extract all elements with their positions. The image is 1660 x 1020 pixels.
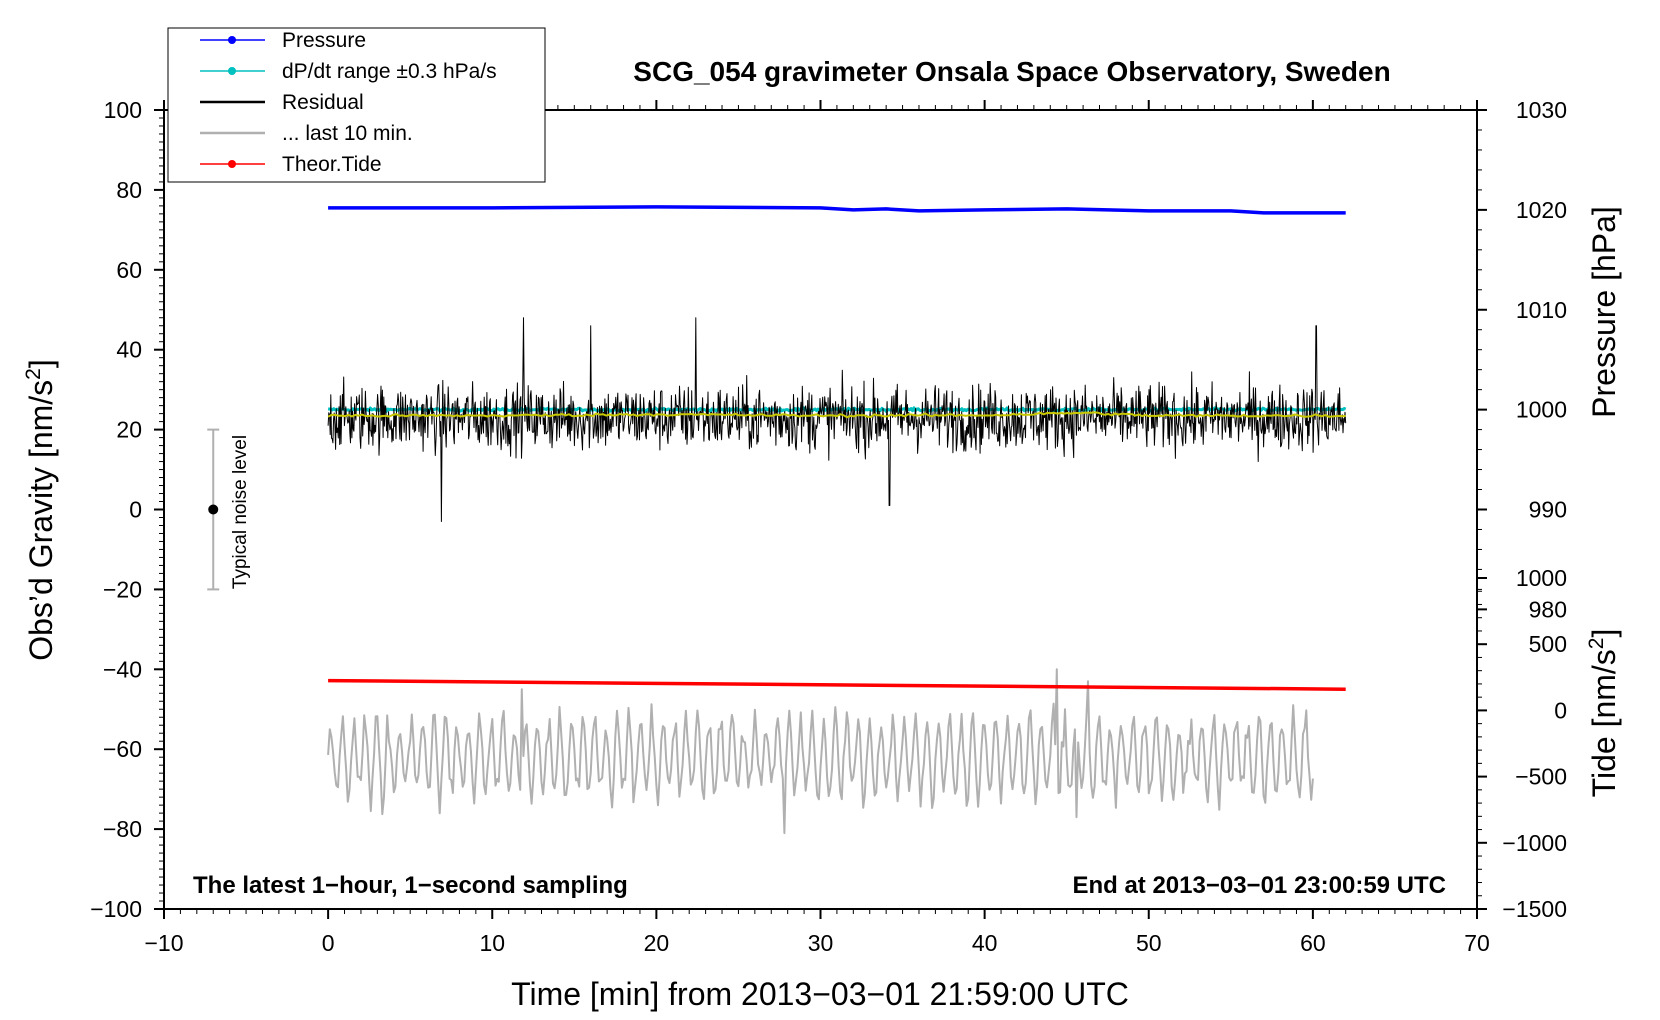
y-tide-tick-label: −1500	[1502, 896, 1567, 922]
x-tick-label: 0	[322, 930, 335, 956]
series-layer	[327, 205, 1347, 835]
x-tick-label: 40	[972, 930, 998, 956]
tide-title-base: Tide [nm/s	[1586, 649, 1622, 797]
y-left-title-superscript: 2	[22, 368, 45, 380]
y-tide-tick-label: −500	[1515, 764, 1567, 790]
legend-marker	[228, 36, 236, 44]
y-left-title-base: Obs’d Gravity [nm/s	[23, 380, 59, 661]
legend-label: dP/dt range ±0.3 hPa/s	[282, 60, 497, 83]
x-tick-label: −10	[144, 930, 183, 956]
y-left-tick-label: 80	[116, 177, 142, 203]
x-axis-title: Time [min] from 2013−03−01 21:59:00 UTC	[511, 976, 1129, 1012]
y-pressure-tick-label: 1000	[1516, 397, 1567, 423]
y-pressure-tick-label: 980	[1529, 596, 1567, 622]
x-axis: −10 0 10 20 30 40 50 60 70	[144, 100, 1490, 956]
noise-bar-center-dot	[208, 504, 219, 515]
legend-label: Theor.Tide	[282, 153, 382, 176]
x-tick-label: 70	[1464, 930, 1490, 956]
y-left-tick-label: 0	[129, 497, 142, 523]
y-pressure-tick-label: 1010	[1516, 297, 1567, 323]
y-left-tick-label: 100	[104, 97, 142, 123]
y-pressure-tick-label: 1030	[1516, 97, 1567, 123]
y-left-tick-label: −20	[103, 576, 142, 602]
chart-title: SCG_054 gravimeter Onsala Space Observat…	[633, 56, 1390, 87]
y-axis-tide: 1000 500 0 −500 −1000 −1500	[1477, 565, 1567, 922]
y-tide-tick-label: 0	[1554, 697, 1567, 723]
residual-smoothed-line	[327, 411, 1346, 419]
pressure-line	[328, 205, 1346, 215]
y-left-tick-label: −80	[103, 816, 142, 842]
noise-level-bar	[207, 428, 220, 591]
y-axis-pressure-title: Pressure [hPa]	[1586, 206, 1622, 418]
x-tick-label: 60	[1300, 930, 1326, 956]
y-tide-tick-label: 500	[1529, 631, 1567, 657]
y-tide-tick-label: −1000	[1502, 830, 1567, 856]
end-time-note: End at 2013−03−01 23:00:59 UTC	[1072, 872, 1446, 899]
legend-label: Pressure	[282, 29, 366, 52]
y-left-tick-label: −100	[90, 896, 142, 922]
legend-label: Residual	[282, 91, 364, 114]
tide-title-superscript: 2	[1585, 638, 1608, 650]
y-left-tick-label: 20	[116, 417, 142, 443]
tide-title-bracket: ]	[1586, 629, 1622, 638]
x-tick-label: 20	[644, 930, 670, 956]
y-pressure-tick-label: 990	[1529, 497, 1567, 523]
x-tick-label: 10	[479, 930, 505, 956]
last-10-min-line	[327, 668, 1314, 835]
y-axis-pressure: 1030 1020 1010 1000 990 980	[1477, 97, 1567, 622]
dpdt-line	[327, 406, 1347, 413]
residual-line	[327, 317, 1347, 522]
noise-level-label: Typical noise level	[230, 435, 251, 589]
theoretical-tide-line	[328, 678, 1346, 691]
legend-box	[167, 27, 546, 183]
legend: Pressure dP/dt range ±0.3 hPa/s Residual..…	[167, 27, 546, 183]
y-left-title-bracket: ]	[23, 359, 59, 368]
sampling-note: The latest 1−hour, 1−second sampling	[193, 872, 628, 899]
legend-marker	[228, 160, 236, 168]
legend-marker	[228, 67, 236, 75]
x-tick-label: 50	[1136, 930, 1162, 956]
minor-ticks	[159, 105, 1482, 914]
y-left-tick-label: −60	[103, 736, 142, 762]
x-tick-label: 30	[808, 930, 834, 956]
y-left-tick-label: 40	[116, 337, 142, 363]
y-left-tick-label: 60	[116, 257, 142, 283]
y-axis-left: 100 80 60 40 20 0 −20 −40 −60 −80 −100	[90, 97, 164, 922]
y-tide-tick-label: 1000	[1516, 565, 1567, 591]
plot-frame	[163, 109, 1478, 910]
legend-label: ... last 10 min.	[282, 122, 413, 145]
y-left-tick-label: −40	[103, 656, 142, 682]
y-axis-tide-title: Tide [nm/s2]	[1585, 629, 1622, 798]
y-axis-left-title: Obs’d Gravity [nm/s2]	[22, 359, 59, 661]
y-pressure-tick-label: 1020	[1516, 197, 1567, 223]
